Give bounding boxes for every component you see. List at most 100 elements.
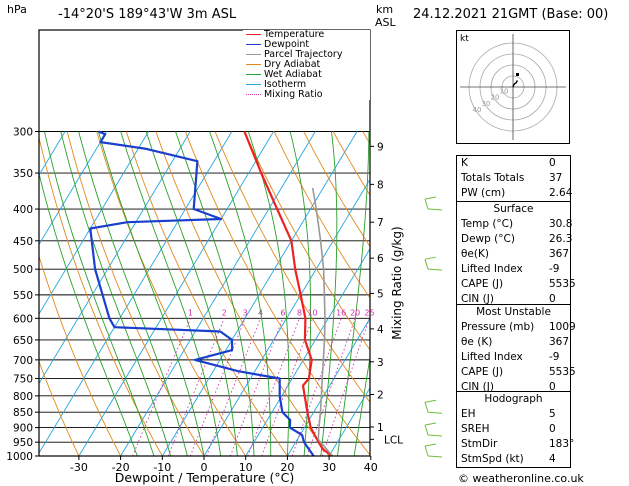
mixing-ratio-label: 8 — [297, 308, 302, 317]
most-unstable-title: Most Unstable — [476, 306, 551, 318]
mixing-ratio-label: 6 — [280, 308, 285, 317]
most-unstable-value: 5535 — [549, 366, 576, 378]
surface-value: 367 — [549, 248, 570, 260]
wind-barb — [424, 259, 429, 270]
hodograph-label: StmSpd (kt) — [461, 453, 524, 465]
wind-barb — [424, 424, 429, 436]
pressure-tick-label: 400 — [13, 204, 33, 216]
hodograph-value: 5 — [549, 408, 556, 420]
mixing-ratio-label: 2 — [222, 308, 227, 317]
surface-row: Dewp (°C) 26.3 — [457, 233, 573, 248]
legend-swatch — [246, 94, 261, 95]
hodograph-value: 0 — [549, 423, 556, 435]
pressure-unit-label: hPa — [7, 3, 27, 16]
dry-adiabat-line — [96, 131, 247, 456]
hodograph-label: SREH — [461, 423, 490, 435]
hodograph-label: StmDir — [461, 438, 498, 450]
pressure-tick-label: 300 — [13, 127, 33, 139]
pressure-tick-label: 950 — [13, 437, 33, 449]
legend-swatch — [246, 54, 261, 55]
surface-value: 5535 — [549, 278, 576, 290]
altitude-tick-label: 6 — [377, 253, 384, 265]
index-label: PW (cm) — [461, 187, 506, 199]
surface-row: θe(K) 367 — [457, 248, 570, 263]
dry-adiabat-line — [303, 131, 370, 248]
pressure-tick-label: 600 — [13, 313, 33, 325]
surface-label: CIN (J) — [461, 293, 494, 305]
mixing-ratio-label: 16 — [336, 308, 346, 317]
altitude-tick-label: 3 — [377, 357, 384, 369]
hodograph-unit-label: kt — [460, 34, 469, 44]
mixing-ratio-label: 20 — [350, 308, 360, 317]
wind-barb-tail — [427, 208, 443, 211]
altitude-tick-label: 2 — [377, 390, 384, 402]
legend-entry: Parcel Trajectory — [243, 50, 370, 60]
surface-value: 26.3 — [549, 233, 573, 245]
surface-row: CAPE (J) 5535 — [457, 278, 576, 293]
legend-entry: Dewpoint — [243, 40, 370, 50]
isotherm-line — [161, 131, 358, 456]
temperature-tick-label: -20 — [112, 461, 130, 474]
isotherm-line — [287, 317, 370, 456]
hodograph-ring-label: 30 — [482, 100, 491, 108]
wind-barb-tail — [427, 411, 443, 414]
most-unstable-row: Lifted Index -9 — [457, 351, 570, 366]
wet-adiabat-line — [289, 131, 312, 456]
dry-adiabat-line — [244, 131, 370, 351]
legend-label: Isotherm — [264, 79, 307, 90]
surface-row: Lifted Index -9 — [457, 263, 570, 278]
dewpoint-line — [89, 130, 315, 456]
legend-swatch — [246, 84, 261, 85]
wet-adiabat-line — [320, 131, 338, 456]
wind-barb-flag — [424, 256, 437, 260]
index-value: 0 — [549, 157, 556, 169]
altitude-tick-label: 5 — [377, 288, 384, 300]
pressure-tick-label: 700 — [13, 355, 33, 367]
pressure-tick-label: 500 — [13, 264, 33, 276]
hodograph-label: EH — [461, 408, 476, 420]
hodograph-row: SREH 0 — [457, 423, 570, 438]
wet-adiabat-line — [44, 131, 155, 456]
altitude-tick-label: 8 — [377, 179, 384, 191]
mixing-ratio-axis-label: Mixing Ratio (g/kg) — [390, 226, 404, 340]
hodograph-storm-motion — [516, 73, 519, 76]
datetime-title: 24.12.2021 21GMT (Base: 00) — [413, 7, 609, 22]
wind-barb-flag — [424, 196, 437, 200]
altitude-tick-label: 7 — [377, 217, 384, 229]
mixing-ratio-line — [132, 318, 191, 456]
wind-barb-tail — [427, 268, 443, 271]
pressure-tick-label: 750 — [13, 373, 33, 385]
temperature-tick-label: 30 — [322, 461, 336, 474]
isotherm-line — [328, 386, 370, 456]
hodograph-value: 4 — [549, 453, 556, 465]
mixing-ratio-line — [247, 318, 300, 456]
legend-label: Mixing Ratio — [264, 89, 323, 100]
most-unstable-row: CAPE (J) 5535 — [457, 366, 576, 381]
mixing-ratio-label: 1 — [188, 308, 193, 317]
mixing-ratio-line — [167, 318, 225, 456]
legend-swatch — [246, 64, 261, 65]
most-unstable-value: 367 — [549, 336, 570, 348]
surface-label: θe(K) — [461, 248, 489, 260]
chart-legend: Temperature Dewpoint Parcel Trajectory Dry … — [243, 30, 370, 100]
index-label: Totals Totals — [461, 172, 525, 184]
index-label: K — [461, 157, 468, 169]
most-unstable-value: -9 — [549, 351, 560, 363]
parcel-trajectory-line — [311, 187, 334, 456]
surface-row: CIN (J) 0 — [457, 293, 570, 308]
legend-label: Parcel Trajectory — [264, 49, 343, 60]
dry-adiabat-line — [273, 131, 370, 299]
most-unstable-row: θe (K) 367 — [457, 336, 570, 351]
lcl-label: LCL — [384, 434, 403, 446]
most-unstable-table: Most Unstable Pressure (mb) 1009 θe (K) 367 L… — [456, 304, 576, 393]
temperature-tick-label: -10 — [153, 461, 171, 474]
wet-adiabat-line — [78, 131, 188, 456]
hodograph-row: EH 5 — [457, 408, 570, 423]
index-row: Totals Totals 37 — [457, 172, 570, 187]
temperature-tick-label: 20 — [280, 461, 294, 474]
wind-barb — [424, 402, 429, 413]
asl-unit-label: ASL — [375, 16, 396, 29]
pressure-tick-label: 1000 — [6, 451, 33, 463]
